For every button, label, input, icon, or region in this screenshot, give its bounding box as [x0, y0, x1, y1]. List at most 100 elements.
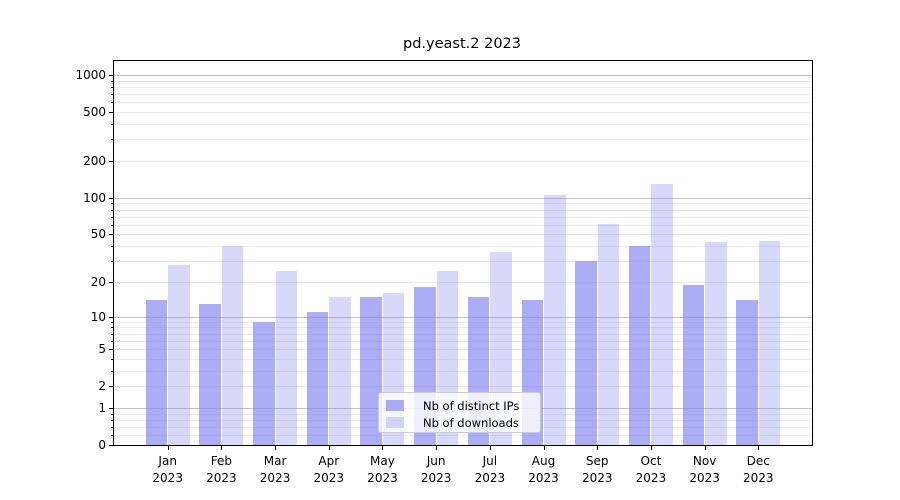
x-tick-label-year: 2023: [367, 471, 398, 485]
y-minor-gridline: [114, 261, 812, 263]
x-tick: [167, 446, 169, 450]
y-minor-tick: [111, 426, 113, 428]
x-tick-label-month: Sep: [585, 454, 609, 468]
x-tick-label-year: 2023: [689, 471, 720, 485]
x-tick: [543, 446, 545, 450]
legend-swatch-downloads: [386, 417, 404, 428]
bar-downloads-apr: [329, 296, 351, 445]
y-minor-gridline: [114, 216, 812, 218]
y-minor-tick: [111, 261, 113, 263]
bar-downloads-jan: [168, 264, 190, 445]
y-minor-gridline: [114, 281, 812, 283]
y-tick-label: 50: [90, 227, 106, 242]
y-minor-gridline: [114, 102, 812, 104]
y-minor-gridline: [114, 340, 812, 342]
x-tick: [597, 446, 599, 450]
x-tick-label-month: Jun: [426, 454, 446, 468]
bar-downloads-sep: [597, 223, 620, 445]
x-tick-label: Jun 2023: [421, 453, 452, 487]
y-tick-label: 1: [98, 400, 106, 415]
x-tick-label-year: 2023: [474, 471, 506, 485]
y-minor-tick: [111, 102, 113, 104]
x-tick-label-year: 2023: [206, 471, 237, 485]
x-tick-label-year: 2023: [420, 471, 452, 485]
legend: Nb of distinct IPs Nb of downloads: [378, 392, 541, 433]
y-tick-label: 1000: [75, 68, 106, 83]
y-minor-tick: [111, 370, 113, 372]
y-tick: [109, 234, 113, 236]
y-minor-tick: [111, 419, 113, 421]
y-minor-tick: [111, 86, 113, 88]
y-minor-gridline: [114, 224, 812, 226]
y-tick: [109, 281, 113, 283]
y-minor-gridline: [114, 386, 812, 388]
y-tick-label: 20: [90, 274, 106, 289]
bar-distinct-ips-mar: [253, 321, 275, 445]
bar-downloads-nov: [705, 242, 727, 445]
y-tick: [109, 316, 113, 318]
x-tick-label-year: 2023: [743, 471, 774, 485]
x-tick-label: May 2023: [367, 453, 398, 487]
y-minor-gridline: [114, 333, 812, 335]
y-minor-gridline: [114, 139, 812, 141]
y-minor-gridline: [114, 112, 812, 114]
y-minor-gridline: [114, 209, 812, 211]
x-tick: [758, 446, 760, 450]
y-tick-label: 100: [83, 190, 106, 205]
bar-distinct-ips-feb: [199, 303, 221, 445]
x-tick: [275, 446, 277, 450]
y-minor-tick: [111, 94, 113, 96]
bar-downloads-oct: [651, 183, 673, 445]
y-minor-tick: [111, 321, 113, 323]
x-tick-label-month: Nov: [692, 454, 717, 468]
bar-distinct-ips-nov: [682, 284, 705, 445]
y-minor-tick: [111, 327, 113, 329]
y-tick-label: 2: [98, 379, 106, 394]
y-minor-gridline: [114, 94, 812, 96]
y-tick: [109, 349, 113, 351]
x-tick-label-month: Feb: [210, 454, 232, 468]
x-tick: [382, 446, 384, 450]
y-tick-label: 0: [98, 438, 106, 452]
y-major-gridline: [114, 75, 812, 77]
x-tick-label: Jul 2023: [475, 453, 506, 487]
bar-distinct-ips-jan: [145, 299, 168, 445]
x-tick-label: Sep 2023: [582, 453, 613, 487]
x-tick-label: Jan 2023: [152, 453, 183, 487]
legend-label-downloads: Nb of downloads: [423, 415, 519, 430]
y-minor-tick: [111, 203, 113, 205]
y-minor-gridline: [114, 203, 812, 205]
y-tick-label: 5: [98, 342, 106, 357]
x-tick-label: Nov 2023: [689, 453, 720, 487]
x-tick-label-month: Jan: [158, 454, 177, 468]
x-tick: [704, 446, 706, 450]
y-minor-tick: [111, 216, 113, 218]
y-tick-label: 500: [83, 105, 106, 120]
legend-item-downloads: Nb of downloads: [386, 414, 532, 431]
y-minor-tick: [111, 139, 113, 141]
bar-distinct-ips-apr: [306, 311, 329, 445]
y-minor-tick: [111, 340, 113, 342]
y-tick: [109, 75, 113, 77]
x-tick: [436, 446, 438, 450]
y-minor-gridline: [114, 435, 812, 437]
y-minor-tick: [111, 246, 113, 248]
y-major-gridline: [114, 316, 812, 318]
y-minor-gridline: [114, 321, 812, 323]
y-minor-gridline: [114, 161, 812, 163]
y-minor-tick: [111, 435, 113, 437]
y-minor-gridline: [114, 349, 812, 351]
legend-swatch-distinct-ips: [386, 400, 404, 411]
y-minor-tick: [111, 333, 113, 335]
x-tick-label-month: Apr: [318, 454, 340, 468]
x-tick: [221, 446, 223, 450]
y-minor-tick: [111, 80, 113, 82]
y-minor-gridline: [114, 80, 812, 82]
y-tick-label: 200: [83, 154, 106, 169]
bar-downloads-aug: [544, 195, 566, 445]
legend-item-distinct-ips: Nb of distinct IPs: [386, 397, 532, 414]
plot-area: 0 1 2 5 10 20 50 100 200 500 1000 Jan 2023 Feb 2023 Mar…: [75, 60, 813, 485]
x-tick-label: Feb 2023: [206, 453, 237, 487]
y-minor-gridline: [114, 86, 812, 88]
